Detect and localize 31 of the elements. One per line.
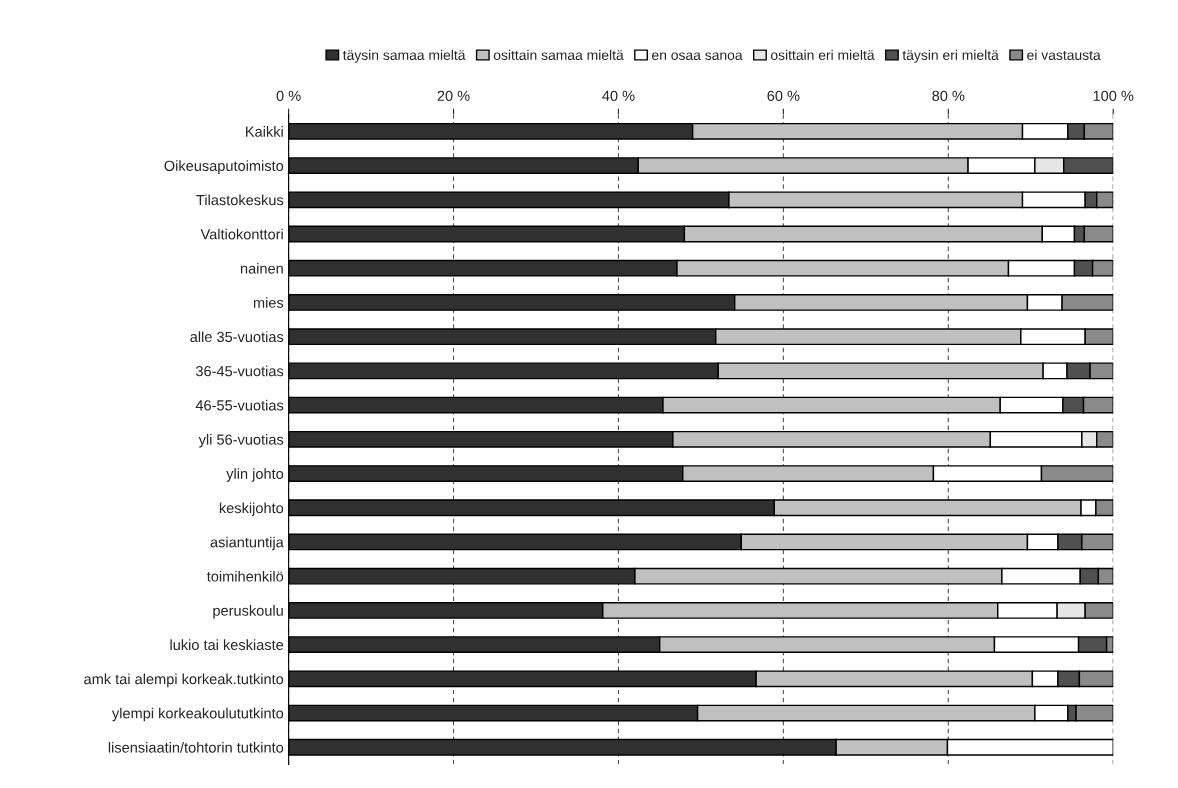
legend-label: täysin eri mieltä <box>902 49 999 63</box>
y-tick-label: toimihenkilö <box>206 570 284 582</box>
y-tick-label: 46-55-vuotias <box>195 399 284 411</box>
x-tick-label: 80 % <box>932 90 965 101</box>
y-tick-label: nainen <box>240 262 283 274</box>
legend-label: täysin samaa mieltä <box>342 49 466 63</box>
y-tick-label: amk tai alempi korkeak.tutkinto <box>84 673 284 688</box>
y-tick-label: ylin johto <box>226 468 284 482</box>
legend-label: ei vastausta <box>1027 49 1101 61</box>
y-tick-label: lukio tai keskiaste <box>170 639 284 651</box>
x-tick-label: 20 % <box>437 90 470 101</box>
y-tick-label: peruskoulu <box>213 605 283 619</box>
x-tick-label: 0 % <box>276 90 301 101</box>
legend-label: en osaa sanoa <box>652 52 743 61</box>
y-tick-label: alle 35-vuotias <box>190 331 284 343</box>
y-tick-label: Tilastokeskus <box>196 194 284 206</box>
y-tick-label: asiantuntija <box>210 536 284 551</box>
y-tick-label: keskijohto <box>219 502 284 517</box>
y-tick-label: Oikeusaputoimisto <box>164 160 284 174</box>
y-tick-label: mies <box>253 297 284 308</box>
legend-label: osittain eri mieltä <box>770 49 875 61</box>
y-tick-label: yli 56-vuotias <box>198 434 284 448</box>
y-tick-label: ylempi korkeakoulututkinto <box>111 707 284 722</box>
y-tick-label: lisensiaatin/tohtorin tutkinto <box>108 741 284 753</box>
y-tick-label: Valtiokonttori <box>200 228 283 240</box>
y-tick-label: Kaikki <box>246 126 283 137</box>
legend-label: osittain samaa mieltä <box>493 49 624 61</box>
x-tick-label: 40 % <box>602 90 635 101</box>
x-tick-label: 60 % <box>767 90 800 101</box>
y-tick-label: 36-45-vuotias <box>195 365 284 377</box>
x-tick-label: 100 % <box>1093 90 1134 101</box>
